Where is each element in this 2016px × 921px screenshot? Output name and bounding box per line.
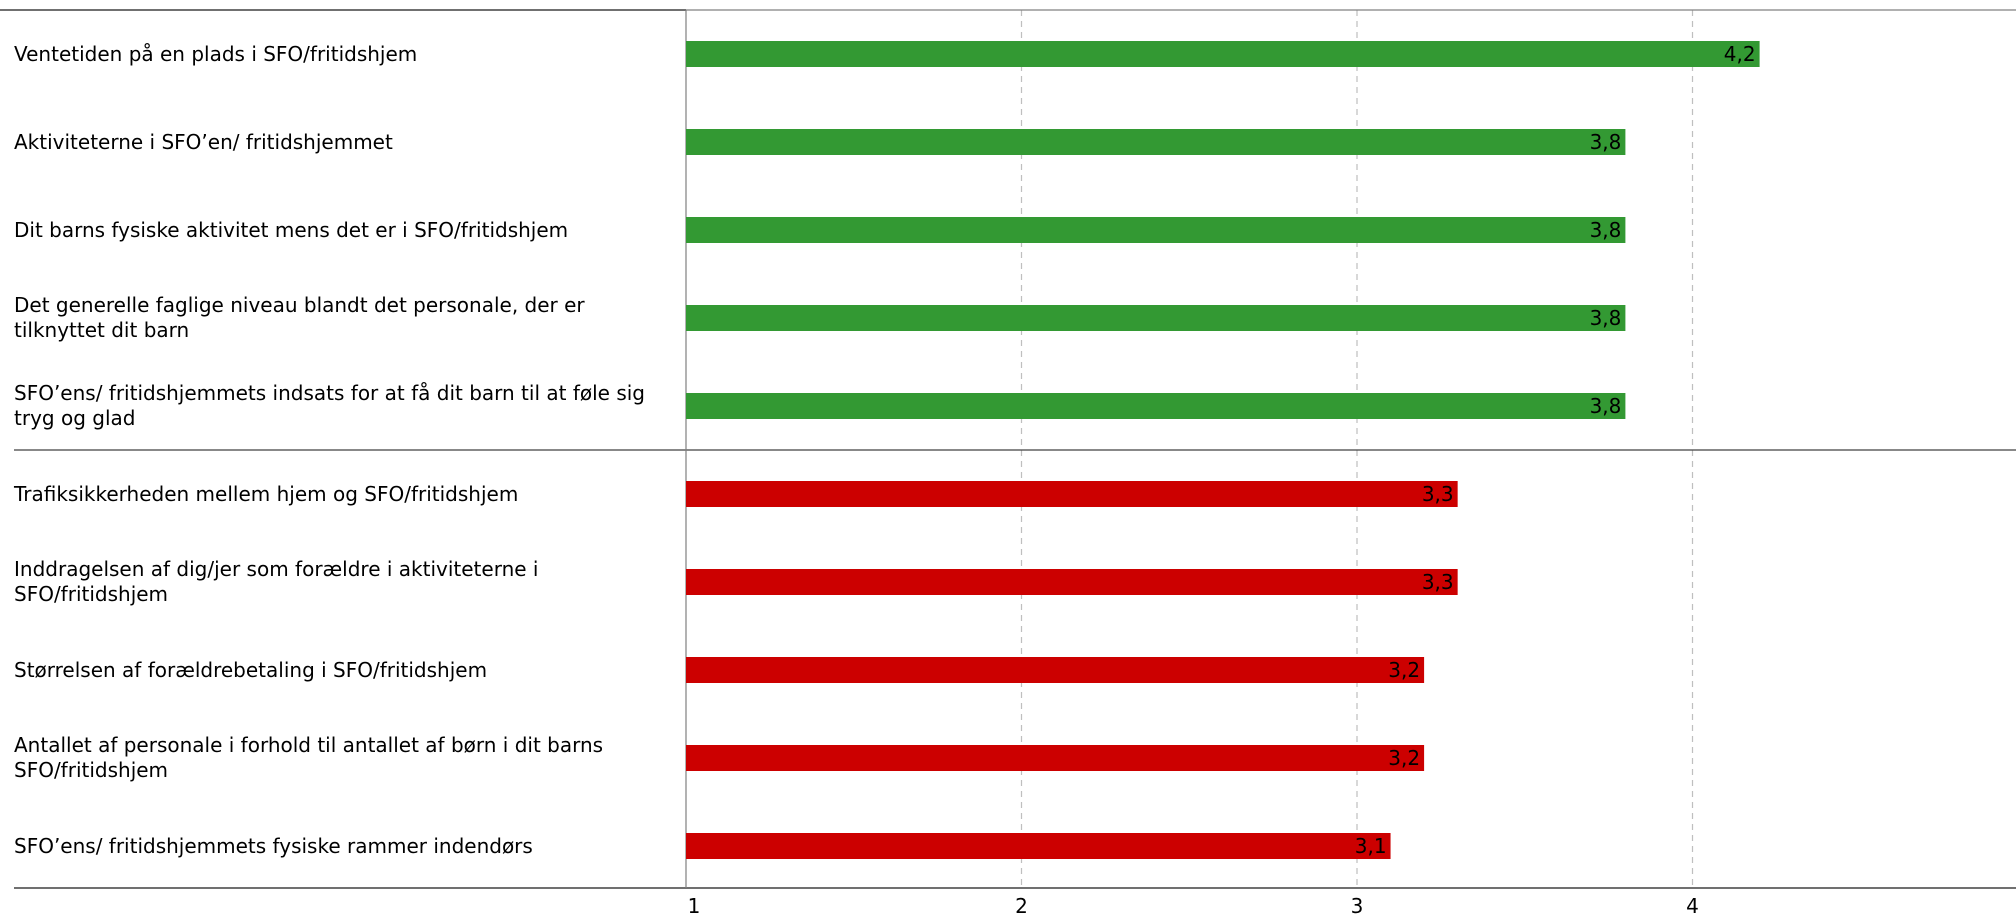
bar <box>686 41 1760 67</box>
bar <box>686 481 1458 507</box>
category-label: SFO’ens/ fritidshjemmets fysiske rammer … <box>14 833 533 858</box>
value-label: 4,2 <box>1724 42 1756 66</box>
bar <box>686 569 1458 595</box>
value-label: 3,2 <box>1388 658 1420 682</box>
value-label: 3,2 <box>1388 746 1420 770</box>
bar <box>686 217 1626 243</box>
value-label: 3,8 <box>1590 130 1622 154</box>
value-label: 3,1 <box>1355 834 1387 858</box>
bar <box>686 657 1425 683</box>
value-label: 3,8 <box>1590 306 1622 330</box>
category-label: Antallet af personale i forhold til anta… <box>14 733 604 782</box>
bar <box>686 745 1425 771</box>
category-label: SFO’ens/ fritidshjemmets indsats for at … <box>14 381 645 430</box>
category-label: Størrelsen af forældrebetaling i SFO/fri… <box>14 657 488 682</box>
value-label: 3,3 <box>1422 570 1454 594</box>
category-label: Dit barns fysiske aktivitet mens det er … <box>14 217 569 242</box>
bar <box>686 393 1626 419</box>
value-label: 3,8 <box>1590 218 1622 242</box>
x-tick-label: 1 <box>688 894 701 918</box>
category-label: Ventetiden på en plads i SFO/fritidshjem <box>14 41 418 66</box>
category-label: Det generelle faglige niveau blandt det … <box>14 293 585 342</box>
category-label: Inddragelsen af dig/jer som forældre i a… <box>14 557 539 606</box>
bar <box>686 305 1626 331</box>
category-label: Aktiviteterne i SFO’en/ fritidshjemmet <box>14 129 393 154</box>
x-tick-label: 3 <box>1351 894 1364 918</box>
bar <box>686 129 1626 155</box>
x-tick-label: 4 <box>1686 894 1699 918</box>
bar <box>686 833 1391 859</box>
x-tick-label: 2 <box>1015 894 1028 918</box>
category-label: Trafiksikkerheden mellem hjem og SFO/fri… <box>14 481 519 506</box>
value-label: 3,8 <box>1590 394 1622 418</box>
value-label: 3,3 <box>1422 482 1454 506</box>
